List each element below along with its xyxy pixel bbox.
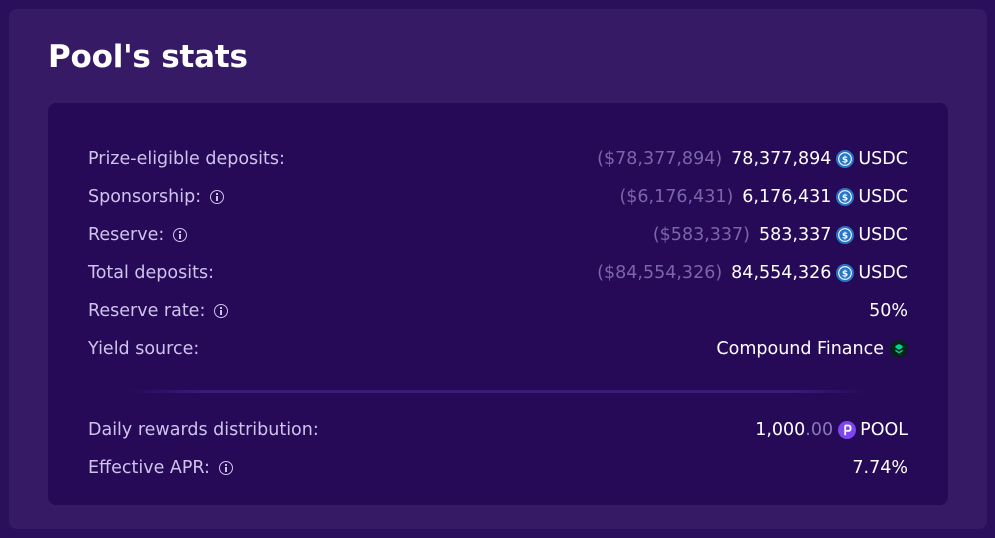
stat-row-total-deposits: Total deposits: ($84,554,326) 84,554,326… [88, 260, 908, 286]
stats-panel: Prize-eligible deposits: ($78,377,894) 7… [48, 103, 948, 505]
page-title: Pool's stats [48, 39, 248, 75]
token-unit: POOL [860, 420, 908, 440]
stat-row-daily-rewards: Daily rewards distribution: 1,000.00 POO… [88, 417, 908, 443]
info-icon[interactable] [214, 304, 229, 318]
divider [128, 390, 868, 393]
compound-icon [890, 340, 908, 358]
svg-text:$: $ [842, 156, 848, 166]
yield-source-link[interactable]: Compound Finance [716, 339, 884, 359]
usdc-icon: $ [836, 188, 855, 206]
stat-label: Reserve rate: [88, 301, 206, 321]
svg-text:$: $ [842, 232, 848, 242]
info-icon[interactable] [210, 190, 225, 204]
usd-value: ($78,377,894) [597, 149, 723, 169]
stat-label: Sponsorship: [88, 187, 202, 207]
stat-row-prize-eligible-deposits: Prize-eligible deposits: ($78,377,894) 7… [88, 146, 908, 172]
usd-value: ($583,337) [652, 225, 750, 245]
pool-icon [838, 421, 857, 439]
token-unit: USDC [858, 263, 908, 283]
svg-text:$: $ [842, 270, 848, 280]
token-unit: USDC [858, 149, 908, 169]
stat-label: Reserve: [88, 225, 165, 245]
stat-label: Effective APR: [88, 458, 210, 478]
pool-stats-card: Pool's stats Prize-eligible deposits: ($… [9, 9, 987, 529]
stat-value: 7.74% [852, 458, 908, 478]
info-icon[interactable] [218, 461, 233, 475]
stat-row-effective-apr: Effective APR: 7.74% [88, 455, 908, 481]
token-unit: USDC [858, 225, 908, 245]
usdc-icon: $ [836, 226, 855, 244]
usd-value: ($6,176,431) [619, 187, 734, 207]
usd-value: ($84,554,326) [597, 263, 723, 283]
stat-row-reserve: Reserve: ($583,337) 583,337 $ USDC [88, 222, 908, 248]
usdc-icon: $ [836, 264, 855, 282]
stat-row-yield-source: Yield source: Compound Finance [88, 336, 908, 362]
info-icon[interactable] [173, 228, 188, 242]
stat-row-sponsorship: Sponsorship: ($6,176,431) 6,176,431 $ US… [88, 184, 908, 210]
stat-value: 50% [869, 301, 908, 321]
token-unit: USDC [858, 187, 908, 207]
stat-label: Total deposits: [88, 263, 214, 283]
token-amount: 78,377,894 [731, 149, 832, 169]
token-amount-decimals: .00 [805, 420, 834, 440]
stat-label: Daily rewards distribution: [88, 420, 319, 440]
stat-label: Prize-eligible deposits: [88, 149, 285, 169]
usdc-icon: $ [836, 150, 855, 168]
stat-row-reserve-rate: Reserve rate: 50% [88, 298, 908, 324]
token-amount: 583,337 [759, 225, 832, 245]
token-amount: 1,000 [755, 420, 806, 440]
token-amount: 6,176,431 [742, 187, 832, 207]
token-amount: 84,554,326 [731, 263, 832, 283]
stat-label: Yield source: [88, 339, 200, 359]
svg-text:$: $ [842, 194, 848, 204]
